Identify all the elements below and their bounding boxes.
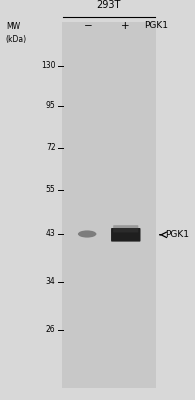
Text: (kDa): (kDa) [6,35,27,44]
Text: PGK1: PGK1 [165,230,189,239]
Text: 72: 72 [46,144,56,152]
Text: PGK1: PGK1 [144,22,168,30]
FancyBboxPatch shape [113,225,138,232]
Text: 26: 26 [46,326,56,334]
Text: 55: 55 [46,186,56,194]
Ellipse shape [78,230,97,238]
Text: 34: 34 [46,278,56,286]
Text: 130: 130 [41,62,56,70]
Text: 95: 95 [46,102,56,110]
Text: 293T: 293T [96,0,121,10]
FancyBboxPatch shape [111,228,140,242]
Text: −: − [84,21,93,31]
Text: +: + [121,21,129,31]
FancyBboxPatch shape [62,22,156,388]
Text: 43: 43 [46,230,56,238]
Text: MW: MW [6,22,20,31]
